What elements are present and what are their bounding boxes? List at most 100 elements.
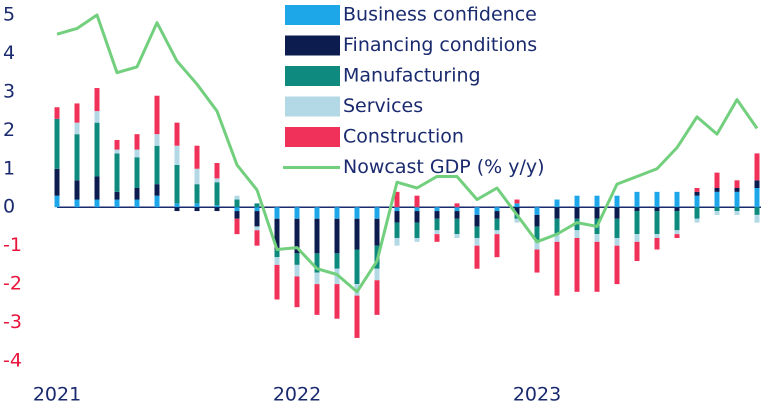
bar-segment	[594, 234, 600, 242]
bar-segment	[434, 211, 440, 219]
legend-label: Nowcast GDP (% y/y)	[343, 156, 545, 178]
bar-segment	[534, 214, 540, 227]
bar-segment	[234, 218, 240, 235]
bar-segment	[114, 153, 120, 192]
bar-segment	[754, 188, 760, 208]
bar-segment	[294, 276, 300, 308]
bar-segment	[334, 284, 340, 319]
bar-segment	[234, 207, 240, 212]
bar-segment	[354, 207, 360, 219]
bar-segment	[174, 122, 180, 146]
bar-segment	[474, 237, 480, 246]
bar-segment	[594, 195, 600, 208]
legend-swatch	[285, 96, 340, 117]
bar-segment	[174, 203, 180, 208]
bar-segment	[714, 172, 720, 188]
bar-segment	[694, 207, 700, 219]
bar-segment	[234, 199, 240, 208]
bar-segment	[614, 207, 620, 219]
bar-segment	[254, 211, 260, 227]
bar-segment	[94, 88, 100, 112]
bar-segment	[414, 222, 420, 238]
bar-segment	[414, 211, 420, 223]
bar-segment	[154, 195, 160, 208]
bar-segment	[674, 234, 680, 238]
bar-segment	[674, 191, 680, 208]
bar-segment	[154, 145, 160, 185]
bar-segment	[234, 195, 240, 200]
x-tick-label: 2022	[273, 384, 321, 406]
legend-label: Services	[343, 95, 423, 117]
y-tick-label: 2	[3, 119, 15, 141]
bar-segment	[214, 178, 220, 183]
bar-segment	[534, 249, 540, 273]
bar-segment	[74, 180, 80, 200]
bar-segment	[494, 218, 500, 231]
bar-segment	[574, 230, 580, 238]
y-tick-label: 4	[3, 42, 15, 64]
bar-segment	[114, 199, 120, 208]
bar-segment	[574, 237, 580, 292]
bar-segment	[474, 245, 480, 269]
bar-segment	[194, 203, 200, 208]
bar-segment	[754, 153, 760, 181]
y-tick-label: -1	[3, 234, 22, 256]
bar-segment	[634, 241, 640, 262]
bar-segment	[134, 199, 140, 208]
bar-segment	[334, 207, 340, 219]
bar-segment	[474, 226, 480, 238]
bar-segment	[514, 218, 520, 223]
bar-segment	[694, 191, 700, 196]
bar-segment	[574, 218, 580, 231]
bar-segment	[114, 149, 120, 154]
bar-segment	[394, 207, 400, 212]
bar-segment	[494, 211, 500, 219]
bar-segment	[354, 295, 360, 338]
bar-segment	[374, 268, 380, 281]
bar-segment	[674, 230, 680, 235]
bar-segment	[454, 203, 460, 208]
bar-segment	[634, 234, 640, 242]
bar-segment	[474, 207, 480, 215]
bar-segment	[394, 222, 400, 238]
bar-segment	[194, 207, 200, 212]
bar-segment	[594, 241, 600, 292]
bar-segment	[654, 234, 660, 238]
legend-swatch	[285, 66, 340, 86]
bar-segment	[274, 249, 280, 258]
legend-swatch	[285, 127, 340, 147]
bar-segment	[614, 195, 620, 208]
bar-segment	[394, 211, 400, 223]
bar-segment	[94, 111, 100, 123]
bar-segment	[654, 207, 660, 212]
bar-segment	[214, 182, 220, 206]
bar-segment	[554, 218, 560, 235]
bar-segment	[694, 188, 700, 192]
line-series	[56, 13, 759, 294]
bar-segment	[214, 163, 220, 179]
bar-segment	[74, 199, 80, 208]
bar-segment	[714, 211, 720, 215]
bar-segment	[634, 207, 640, 212]
bar-segment	[94, 176, 100, 200]
bar-segment	[294, 264, 300, 277]
y-tick-label: 5	[3, 4, 15, 26]
bar-segment	[754, 207, 760, 215]
bar-segment	[514, 203, 520, 208]
y-tick-label: 0	[3, 196, 15, 218]
bar-segment	[94, 122, 100, 177]
bar-segment	[374, 218, 380, 246]
bar-segment	[314, 284, 320, 315]
bar-segment	[614, 218, 620, 238]
bar-segment	[554, 199, 560, 208]
bar-segment	[554, 241, 560, 296]
bar-segment	[294, 207, 300, 219]
bar-segment	[454, 234, 460, 238]
bar-segment	[254, 203, 260, 208]
bar-segment	[514, 199, 520, 204]
bar-segment	[274, 207, 280, 219]
legend-label: Business confidence	[343, 4, 537, 26]
bar-segment	[754, 180, 760, 188]
bar-segment	[114, 139, 120, 150]
legend-swatch	[285, 35, 340, 56]
